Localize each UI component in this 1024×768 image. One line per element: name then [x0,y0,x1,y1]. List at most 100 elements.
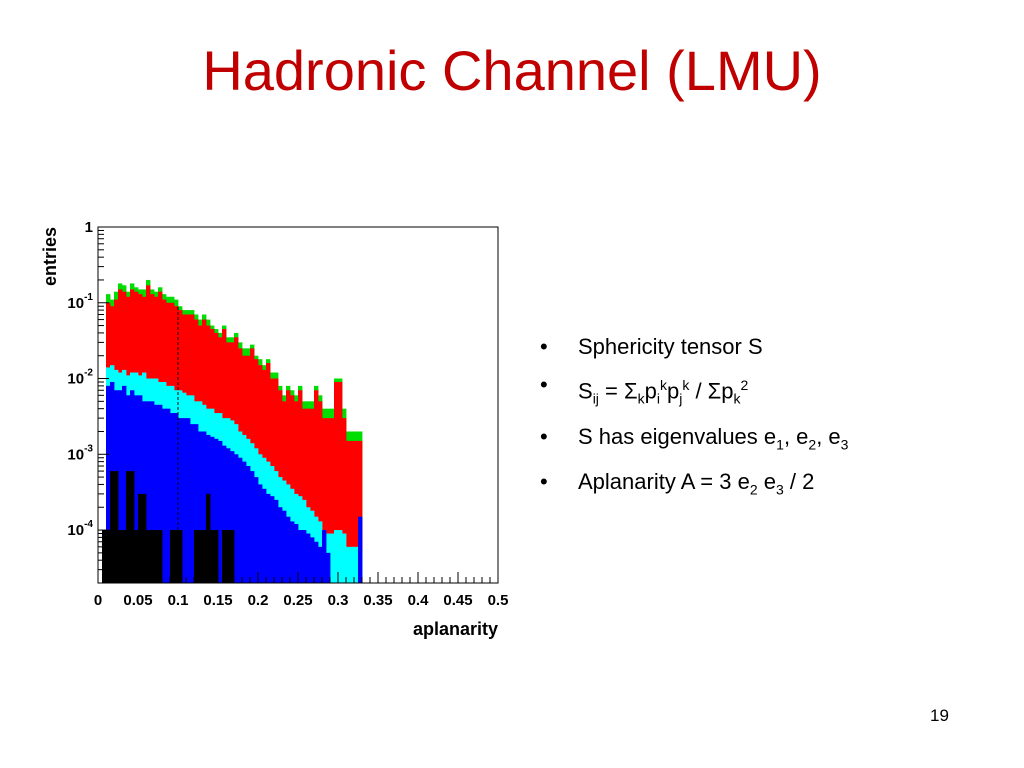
page-number: 19 [930,706,949,725]
histogram-bar-blue [322,530,327,583]
histogram-bar-blue [270,496,275,583]
histogram-bar-cyan [350,546,355,583]
histogram-bar-black [150,530,155,583]
x-axis-label: aplanarity [413,619,498,639]
bullet-list: • Sphericity tensor S • Sij = Σkpikpjk / Σp… [540,332,848,513]
bullet-text-part: S [578,378,593,404]
histogram-bar-black [170,530,175,583]
histogram-bar-blue [182,418,187,583]
histogram-bar-black [138,493,143,583]
histogram-bar-blue [278,507,283,583]
histogram-bar-black [106,530,111,583]
histogram-bar-black [134,530,139,583]
bullet-item: • S has eigenvalues e1, e2, e3 [540,422,848,459]
histogram-bar-blue [218,440,223,583]
histogram-bar-red [322,418,327,583]
histogram-bar-black [130,471,135,583]
histogram-bar-red [302,408,307,583]
histogram-bar-blue [194,424,199,583]
histogram-bar-blue [190,424,195,583]
histogram-bar-blue [326,552,331,583]
x-tick-label: 0.3 [328,592,349,609]
histogram-bar-blue [254,477,259,583]
bullet-text-part: S has eigenvalues e [578,423,777,449]
bullet-text-part: k [637,390,645,407]
x-tick-label: 0.2 [248,592,269,609]
y-tick-label: 10-2 [67,368,93,388]
bullet-text-part: 1 [776,436,784,453]
histogram-bar-cyan [346,546,351,583]
histogram-bar-blue [250,471,255,583]
histogram-bar-red [338,381,343,583]
histogram-bar-blue [234,454,239,583]
histogram-bar-red [342,418,347,583]
histogram-bar-red [350,440,355,583]
bullet-text-part: Sphericity tensor S [578,334,763,359]
bullet-text-part: k [682,377,690,393]
histogram-bar-blue [142,401,147,583]
bullet-text-part: , e [783,423,809,449]
y-tick-label: 10-4 [67,519,93,539]
histogram-bar-blue [214,438,219,583]
histogram-bar-blue [226,448,231,583]
bullet-text-part: j [679,390,683,407]
bullet-text-part: 3 [840,436,849,453]
histogram-bar-blue [242,461,247,583]
bullet-text-part: Aplanarity A = 3 e [578,469,750,495]
histogram-bar-blue [266,493,271,583]
y-axis-label: entries [40,227,60,286]
histogram-bar-black [126,471,131,583]
histogram-bar-cyan [342,533,347,583]
histogram-bar-black [110,471,115,583]
histogram-bar-red [314,390,319,583]
histogram-bar-red [358,440,363,583]
bullet-item: • Sphericity tensor S [540,332,848,362]
histogram-bar-black [122,530,127,583]
bullet-dot: • [540,334,548,359]
bullet-item: • Aplanarity A = 3 e2 e3 / 2 [540,467,848,504]
histogram-bar-black [102,530,107,583]
histogram-bar-blue [274,499,279,583]
histogram-bar-black [178,530,183,583]
histogram-bar-black [214,530,219,583]
histogram-bar-blue [262,488,267,583]
bullet-text-part: 3 [776,481,784,498]
histogram-bar-black [198,530,203,583]
histogram-bar-red [318,401,323,583]
histogram-bar-black [210,530,215,583]
histogram-bar-black [146,530,151,583]
histogram-bar-red [298,390,303,583]
histogram-bar-blue [154,404,159,583]
bullet-text-part: , e [816,423,841,449]
histogram-bar-blue [158,404,163,583]
histogram-bar-red [334,381,339,583]
histogram-bar-red [326,418,331,583]
x-tick-label: 0.15 [203,592,232,609]
x-tick-label: 0.5 [488,592,509,609]
bullet-dot: • [540,469,548,495]
histogram-bar-red [330,418,335,583]
histogram-bar-black [206,493,211,583]
histogram-bar-blue [302,530,307,583]
histogram-bar-black [226,530,231,583]
histogram-bar-blue [238,457,243,583]
y-tick-label: 1 [85,219,93,236]
histogram-bar-blue [290,521,295,583]
bullet-text-part: = Σ [598,378,638,404]
histogram-bar-red [310,408,315,583]
bullet-text-part: 2 [749,481,758,498]
histogram-bar-blue [170,413,175,583]
histogram-bar-blue [222,445,227,583]
histogram-bar-blue [174,413,179,583]
slide-title: Hadronic Channel (LMU) [202,39,822,102]
x-tick-label: 0.45 [443,592,472,609]
histogram-bar-blue [298,530,303,583]
bullet-text-part: p [666,378,680,404]
y-tick-label: 10-3 [67,443,93,463]
histogram-bar-black [154,530,159,583]
histogram-bar-black [142,493,147,583]
histogram-bar-blue [146,401,151,583]
histogram-bar-black [222,530,227,583]
bullet-text-part: 2 [808,436,817,453]
bullet-text-part: i [656,390,660,407]
